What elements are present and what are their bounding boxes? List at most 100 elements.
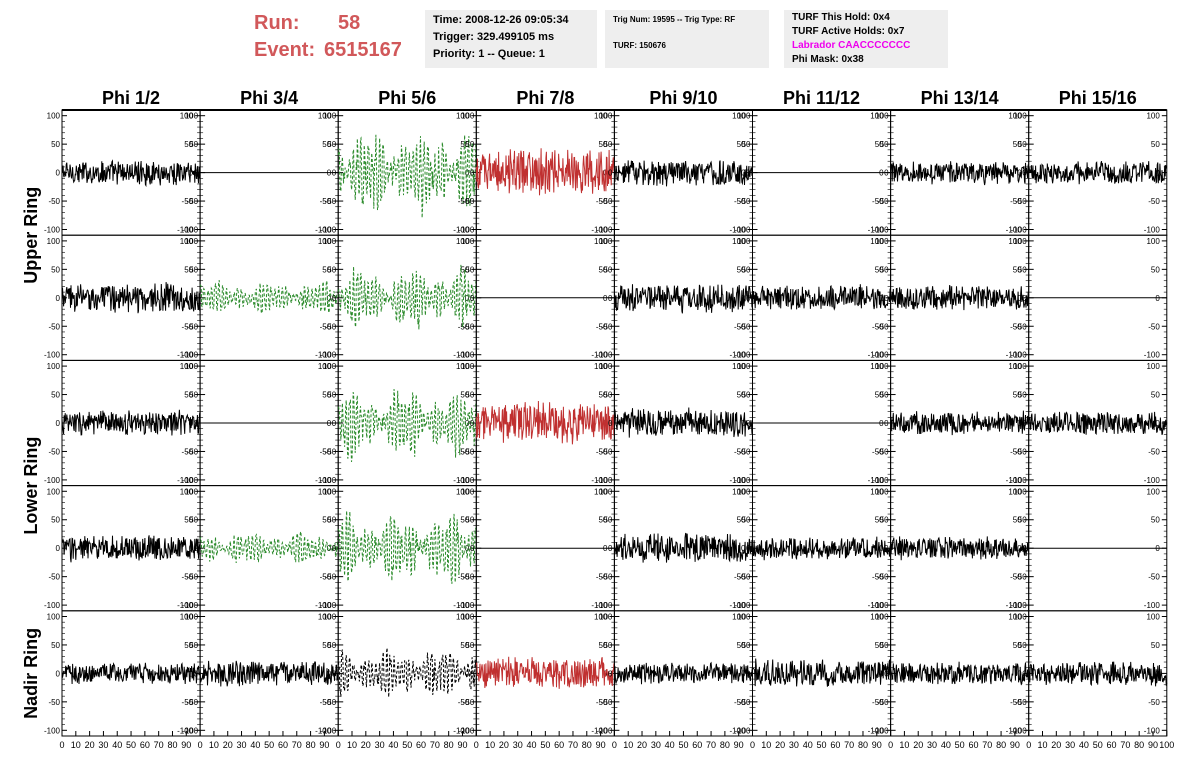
y-tick-label-right: 50 [875,391,884,400]
x-tick-label: 20 [1051,740,1061,750]
trace-line [337,647,477,698]
x-tick-label: 80 [996,740,1006,750]
y-tick-label-right: 50 [184,641,193,650]
x-tick-label: 80 [858,740,868,750]
y-tick-label-left: 0 [884,669,889,678]
y-tick-label-left: 50 [1018,641,1027,650]
y-tick-label-left: 0 [332,169,337,178]
y-tick-label-right: 50 [184,140,193,149]
y-tick-label-left: 100 [461,487,475,496]
y-tick-label-right: 0 [465,169,470,178]
y-tick-label-right: 100 [180,112,194,121]
trigger-text: Trigger: 329.499105 ms [433,31,555,43]
event-label: Event: [254,39,316,61]
y-tick-label-left: 50 [742,140,751,149]
y-tick-label-right: -100 [868,476,885,485]
y-tick-label-left: 50 [880,516,889,525]
y-tick-label-right: 100 [456,612,470,621]
y-tick-label-right: 50 [322,391,331,400]
y-tick-label-left: 50 [603,516,612,525]
row-title: Nadir Ring [21,628,41,719]
x-tick-label: 90 [734,740,744,750]
y-tick-label-left: 100 [1013,112,1027,121]
y-tick-label-left: -50 [739,197,751,206]
x-tick-label: 30 [98,740,108,750]
y-tick-label-right: 50 [598,140,607,149]
y-tick-label-right: -50 [596,322,608,331]
y-tick-label-right: -50 [596,573,608,582]
y-tick-label-left: 0 [56,669,61,678]
x-tick-label: 60 [140,740,150,750]
y-tick-label-right: 100 [732,487,746,496]
y-tick-label-left: 100 [1013,612,1027,621]
y-tick-label-left: 0 [608,294,613,303]
trace-line [475,400,615,445]
y-tick-label-left: 50 [189,265,198,274]
x-tick-label: 10 [761,740,771,750]
y-tick-label-right: -100 [591,351,608,360]
trace-line [475,148,615,196]
y-tick-label-right: 50 [184,391,193,400]
x-tick-label: 0 [474,740,479,750]
y-tick-label-right: 100 [318,487,332,496]
y-tick-label-left: 100 [323,362,337,371]
y-tick-label-left: -50 [877,197,889,206]
y-tick-label-left: 100 [599,237,613,246]
y-tick-label-right: 100 [1008,612,1022,621]
y-tick-label-right: -50 [1010,197,1022,206]
trace-line [613,160,753,187]
y-tick-label-left: -100 [182,476,199,485]
x-tick-label: 80 [306,740,316,750]
x-tick-label: 90 [1010,740,1020,750]
x-tick-label: 70 [706,740,716,750]
y-tick-label-left: -100 [320,476,337,485]
trace-line [890,410,1030,436]
run-value: 58 [338,12,361,34]
x-tick-label: 10 [623,740,633,750]
y-tick-label-left: -100 [320,226,337,235]
y-tick-label-right: 100 [318,362,332,371]
y-tick-label-left: -50 [877,698,889,707]
x-tick-label: 10 [71,740,81,750]
y-tick-label-right: -100 [177,351,194,360]
y-tick-label-left: -50 [601,447,613,456]
y-tick-label-left: 50 [327,391,336,400]
x-tick-label: 0 [59,740,64,750]
y-tick-label-right: 50 [460,641,469,650]
y-tick-label-left: 0 [470,669,475,678]
y-tick-label-left: -50 [187,573,199,582]
y-tick-label-left: -50 [463,197,475,206]
trace-line [61,535,201,563]
y-tick-label-left: -100 [873,601,890,610]
y-tick-label-left: 100 [737,362,751,371]
row-title: Upper Ring [21,187,41,284]
y-tick-label-right: 100 [318,112,332,121]
y-tick-label-right: -100 [315,601,332,610]
x-tick-label: 90 [457,740,467,750]
priority-text: Priority: 1 -- Queue: 1 [433,48,545,60]
panel-frame [337,610,477,737]
y-tick-label-right: -50 [872,573,884,582]
y-tick-label-left: 50 [603,140,612,149]
y-tick-label-left: 100 [47,612,61,621]
x-tick-label: 0 [198,740,203,750]
y-tick-label-left: -100 [458,226,475,235]
y-tick-label-left: 0 [194,294,199,303]
x-tick-label: 0 [612,740,617,750]
y-tick-label-right: 100 [1008,487,1022,496]
y-tick-label-right: -50 [596,698,608,707]
y-tick-label-right: -50 [872,698,884,707]
trace-line [337,134,477,218]
y-tick-label-left: -100 [734,476,751,485]
x-tick-label: 10 [485,740,495,750]
y-tick-label-left: 0 [608,169,613,178]
